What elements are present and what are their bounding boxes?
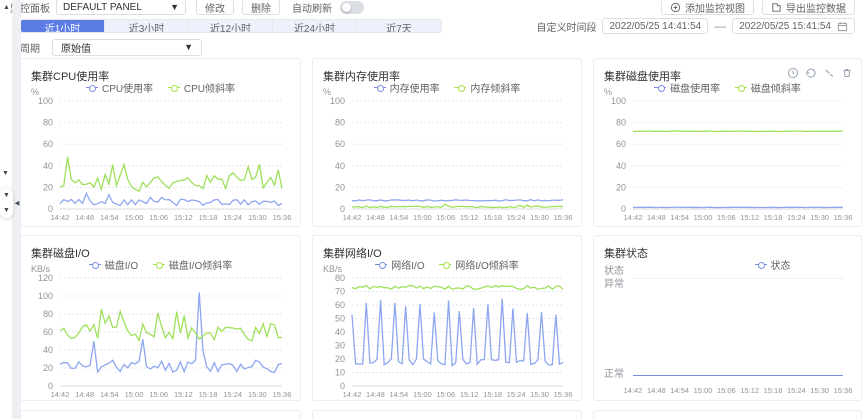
svg-text:15:18: 15:18 xyxy=(199,390,218,399)
svg-text:20: 20 xyxy=(335,182,345,192)
svg-text:15:30: 15:30 xyxy=(810,213,829,222)
svg-text:80: 80 xyxy=(616,118,626,128)
svg-text:100: 100 xyxy=(611,96,626,106)
svg-text:15:24: 15:24 xyxy=(787,386,806,395)
svg-text:15:18: 15:18 xyxy=(764,386,783,395)
svg-text:14:42: 14:42 xyxy=(343,213,362,222)
svg-text:14:48: 14:48 xyxy=(75,213,94,222)
svg-text:20: 20 xyxy=(335,354,345,364)
svg-text:15:06: 15:06 xyxy=(149,390,168,399)
svg-text:15:00: 15:00 xyxy=(413,390,432,399)
svg-text:15:00: 15:00 xyxy=(125,213,144,222)
svg-text:60: 60 xyxy=(43,327,53,337)
svg-text:20: 20 xyxy=(616,182,626,192)
svg-text:15:12: 15:12 xyxy=(174,213,193,222)
svg-text:120: 120 xyxy=(38,273,53,283)
svg-text:14:48: 14:48 xyxy=(647,213,666,222)
svg-text:14:48: 14:48 xyxy=(366,390,385,399)
svg-text:14:42: 14:42 xyxy=(51,213,70,222)
svg-text:14:48: 14:48 xyxy=(647,386,666,395)
svg-text:14:54: 14:54 xyxy=(100,390,119,399)
svg-text:100: 100 xyxy=(38,96,53,106)
svg-text:15:00: 15:00 xyxy=(694,386,713,395)
svg-text:20: 20 xyxy=(43,182,53,192)
svg-text:80: 80 xyxy=(43,118,53,128)
svg-text:15:36: 15:36 xyxy=(834,213,853,222)
svg-text:15:18: 15:18 xyxy=(199,213,218,222)
svg-text:15:18: 15:18 xyxy=(483,390,502,399)
svg-text:15:00: 15:00 xyxy=(694,213,713,222)
svg-text:15:30: 15:30 xyxy=(248,390,267,399)
svg-text:15:12: 15:12 xyxy=(740,386,759,395)
svg-text:60: 60 xyxy=(43,139,53,149)
svg-text:14:48: 14:48 xyxy=(75,390,94,399)
svg-text:14:42: 14:42 xyxy=(624,386,643,395)
svg-text:15:36: 15:36 xyxy=(554,213,573,222)
svg-text:40: 40 xyxy=(335,161,345,171)
svg-text:15:24: 15:24 xyxy=(507,213,526,222)
svg-text:50: 50 xyxy=(335,314,345,324)
svg-text:14:54: 14:54 xyxy=(670,386,689,395)
svg-text:14:42: 14:42 xyxy=(343,390,362,399)
svg-text:60: 60 xyxy=(616,139,626,149)
svg-text:60: 60 xyxy=(335,300,345,310)
svg-text:60: 60 xyxy=(335,139,345,149)
svg-text:15:12: 15:12 xyxy=(460,390,479,399)
svg-text:14:54: 14:54 xyxy=(670,213,689,222)
svg-text:15:30: 15:30 xyxy=(810,386,829,395)
svg-text:80: 80 xyxy=(335,118,345,128)
svg-text:15:12: 15:12 xyxy=(740,213,759,222)
svg-text:15:36: 15:36 xyxy=(273,390,292,399)
svg-text:15:36: 15:36 xyxy=(554,390,573,399)
svg-text:14:42: 14:42 xyxy=(624,213,643,222)
svg-text:20: 20 xyxy=(43,363,53,373)
svg-text:14:54: 14:54 xyxy=(389,390,408,399)
svg-text:80: 80 xyxy=(335,273,345,283)
svg-text:15:24: 15:24 xyxy=(507,390,526,399)
svg-text:15:36: 15:36 xyxy=(834,386,853,395)
svg-text:15:06: 15:06 xyxy=(436,390,455,399)
svg-text:80: 80 xyxy=(43,309,53,319)
svg-text:15:00: 15:00 xyxy=(413,213,432,222)
svg-text:15:18: 15:18 xyxy=(483,213,502,222)
svg-text:15:18: 15:18 xyxy=(764,213,783,222)
svg-text:30: 30 xyxy=(335,341,345,351)
svg-text:15:00: 15:00 xyxy=(125,390,144,399)
svg-text:15:24: 15:24 xyxy=(223,213,242,222)
svg-text:15:12: 15:12 xyxy=(460,213,479,222)
svg-text:100: 100 xyxy=(38,291,53,301)
svg-text:40: 40 xyxy=(335,327,345,337)
svg-text:100: 100 xyxy=(330,96,345,106)
svg-text:40: 40 xyxy=(43,161,53,171)
svg-text:15:30: 15:30 xyxy=(248,213,267,222)
svg-text:15:24: 15:24 xyxy=(787,213,806,222)
svg-text:15:06: 15:06 xyxy=(149,213,168,222)
svg-text:15:30: 15:30 xyxy=(530,213,549,222)
svg-text:15:30: 15:30 xyxy=(530,390,549,399)
svg-text:14:42: 14:42 xyxy=(51,390,70,399)
svg-text:40: 40 xyxy=(616,161,626,171)
svg-text:15:06: 15:06 xyxy=(436,213,455,222)
svg-text:15:36: 15:36 xyxy=(273,213,292,222)
svg-text:14:54: 14:54 xyxy=(389,213,408,222)
svg-text:15:06: 15:06 xyxy=(717,386,736,395)
svg-text:15:12: 15:12 xyxy=(174,390,193,399)
svg-text:70: 70 xyxy=(335,287,345,297)
svg-text:40: 40 xyxy=(43,345,53,355)
svg-text:10: 10 xyxy=(335,368,345,378)
svg-text:14:54: 14:54 xyxy=(100,213,119,222)
svg-text:14:48: 14:48 xyxy=(366,213,385,222)
svg-text:15:06: 15:06 xyxy=(717,213,736,222)
svg-text:15:24: 15:24 xyxy=(223,390,242,399)
